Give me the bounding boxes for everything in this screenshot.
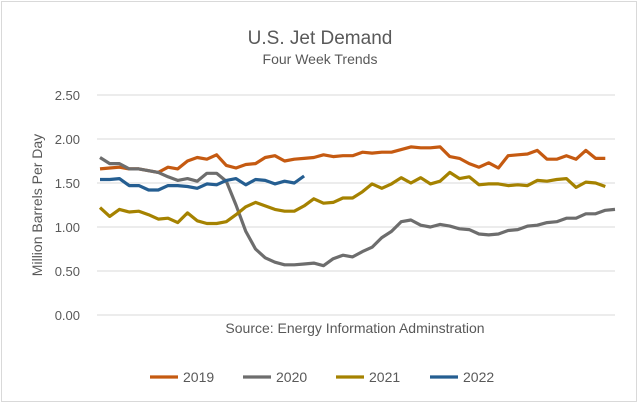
series-line-2021 [98,170,606,226]
legend-label-2022: 2022 [463,369,494,385]
chart-title: U.S. Jet Demand [248,28,393,49]
series-line-2022 [100,174,306,192]
series-line-2020 [99,156,616,268]
y-tick-label: 0.50 [55,264,80,279]
legend-label-2021: 2021 [369,369,400,385]
series-line-2019 [99,145,606,174]
source-annotation: Source: Energy Information Adminstration [225,320,484,336]
y-tick-label: 2.00 [55,132,80,147]
y-tick-label: 2.50 [55,88,80,103]
chart-subtitle: Four Week Trends [263,51,378,67]
legend-label-2019: 2019 [183,369,214,385]
legend-label-2020: 2020 [276,369,307,385]
y-tick-label: 1.00 [55,220,80,235]
y-axis-label: Million Barrels Per Day [29,134,45,276]
y-tick-label: 0.00 [55,308,80,323]
y-tick-label: 1.50 [55,176,80,191]
